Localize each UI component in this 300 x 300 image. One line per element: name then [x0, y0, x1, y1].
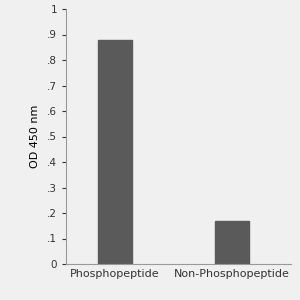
Bar [98, 40, 132, 264]
Bar [215, 221, 249, 264]
Y-axis label: OD 450 nm: OD 450 nm [30, 105, 40, 168]
